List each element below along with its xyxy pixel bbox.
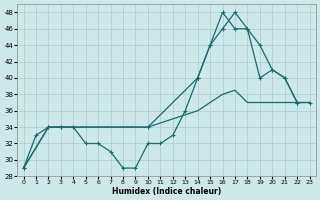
X-axis label: Humidex (Indice chaleur): Humidex (Indice chaleur) xyxy=(112,187,221,196)
